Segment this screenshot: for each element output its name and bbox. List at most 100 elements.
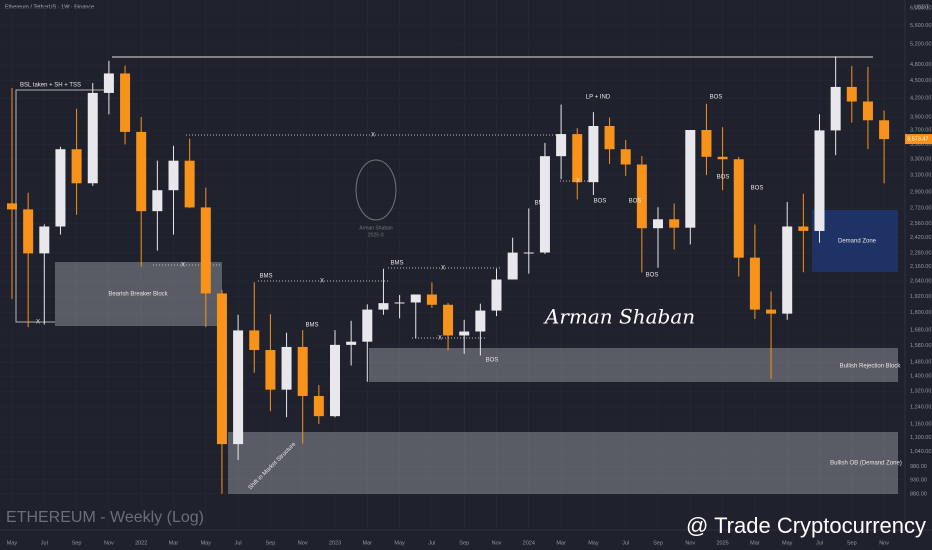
y-tick-label: 3,700.00 bbox=[910, 128, 931, 134]
x-tick-label: Jul bbox=[235, 540, 242, 546]
candle-body bbox=[297, 346, 308, 397]
annotation: BOS bbox=[646, 273, 659, 279]
x-tick-label: May bbox=[782, 540, 793, 546]
candle-body bbox=[782, 226, 793, 314]
candle-body bbox=[604, 125, 615, 150]
candle-body bbox=[588, 125, 599, 183]
last-price-box bbox=[905, 134, 932, 145]
y-tick-label: 3,100.00 bbox=[910, 173, 931, 179]
y-tick-label: 880.00 bbox=[910, 491, 927, 497]
y-tick-label: 3,900.00 bbox=[910, 114, 931, 120]
x-tick-label: Nov bbox=[492, 540, 502, 546]
candle-body bbox=[200, 207, 211, 294]
candle-body bbox=[733, 159, 744, 258]
x-tick-label: May bbox=[588, 540, 599, 546]
candle-body bbox=[168, 160, 179, 191]
x-tick-label: May bbox=[201, 540, 212, 546]
candle-body bbox=[410, 294, 421, 303]
y-tick-label: 1,240.00 bbox=[910, 404, 931, 410]
candle-body bbox=[491, 279, 502, 311]
y-tick-label: 1,580.00 bbox=[910, 343, 931, 349]
x-tick-label: Sep bbox=[459, 540, 469, 546]
candle-body bbox=[539, 156, 550, 253]
y-tick-label: 980.00 bbox=[910, 464, 927, 470]
candle-body bbox=[523, 252, 534, 254]
y-tick-label: 2,900.00 bbox=[910, 189, 931, 195]
y-tick-label: 2,720.00 bbox=[910, 206, 931, 212]
y-tick-label: 4,800.00 bbox=[910, 62, 931, 68]
annotation: Bearish Breaker Block bbox=[108, 292, 168, 298]
y-tick-label: 4,200.00 bbox=[910, 96, 931, 102]
y-tick-label: 2,420.00 bbox=[910, 235, 931, 241]
x-tick-label: Jul bbox=[428, 540, 435, 546]
y-tick-label: 1,040.00 bbox=[910, 449, 931, 455]
y-tick-label: 5,600.00 bbox=[910, 23, 931, 29]
bearish-breaker-zone bbox=[55, 262, 222, 326]
annotation: X bbox=[181, 263, 185, 269]
signature: Arman Shaban bbox=[543, 305, 695, 329]
x-tick-label: Mar bbox=[750, 540, 760, 546]
candle-body bbox=[830, 86, 841, 131]
y-tick-label: 1,100.00 bbox=[910, 435, 931, 441]
candle-body bbox=[120, 73, 131, 132]
x-tick-label: Jul bbox=[41, 540, 48, 546]
x-tick-label: 2025 bbox=[716, 540, 728, 546]
y-tick-label: 4,500.00 bbox=[910, 78, 931, 84]
x-tick-label: May bbox=[7, 540, 18, 546]
x-tick-label: Mar bbox=[169, 540, 179, 546]
candle-body bbox=[23, 209, 34, 254]
y-tick-label: 930.00 bbox=[910, 477, 927, 483]
rejection-zone bbox=[369, 348, 898, 382]
y-tick-label: 1,320.00 bbox=[910, 389, 931, 395]
y-tick-label: 3,300.00 bbox=[910, 157, 931, 163]
annotation: BOS bbox=[486, 358, 499, 364]
candle-body bbox=[556, 134, 567, 157]
y-tick-label: 2,160.00 bbox=[910, 264, 931, 270]
y-tick-label: 2,280.00 bbox=[910, 250, 931, 256]
annotation: X bbox=[36, 320, 40, 326]
x-tick-label: Mar bbox=[556, 540, 566, 546]
annotation: X bbox=[438, 336, 442, 342]
x-tick-label: Mar bbox=[363, 540, 373, 546]
x-tick-label: Sep bbox=[653, 540, 663, 546]
annotation: LP + IND bbox=[586, 95, 611, 101]
y-tick-label: 1,400.00 bbox=[910, 374, 931, 380]
x-tick-label: Nov bbox=[685, 540, 695, 546]
candle-body bbox=[685, 129, 696, 228]
candle-body bbox=[87, 92, 98, 184]
candle-body bbox=[766, 309, 777, 314]
candle-body bbox=[216, 293, 227, 445]
candle-body bbox=[717, 156, 728, 160]
candle-body bbox=[653, 219, 663, 229]
candle-body bbox=[103, 73, 114, 93]
candle-body bbox=[233, 330, 244, 445]
x-tick-label: Sep bbox=[847, 540, 857, 546]
candle-body bbox=[330, 344, 340, 417]
x-tick-label: Sep bbox=[266, 540, 276, 546]
annotation: BOS bbox=[629, 199, 642, 205]
candle-body bbox=[265, 350, 276, 390]
annotation: BMS bbox=[390, 261, 403, 267]
axis-unit: USDT bbox=[914, 4, 930, 10]
annotation: BOS bbox=[751, 186, 764, 192]
demand-zone bbox=[812, 210, 898, 272]
candle-body bbox=[636, 164, 647, 229]
chart-title: Ethereum / TetherUS · 1W · Binance bbox=[5, 4, 94, 10]
candle-body bbox=[507, 252, 518, 280]
x-tick-label: Nov bbox=[298, 540, 308, 546]
candle-body bbox=[879, 120, 890, 140]
y-tick-label: 1,480.00 bbox=[910, 360, 931, 366]
candle-body bbox=[846, 86, 857, 102]
candle-body bbox=[394, 302, 405, 304]
x-tick-label: Sep bbox=[72, 540, 82, 546]
candle-body bbox=[184, 160, 195, 208]
candle-body bbox=[281, 346, 292, 390]
candle-body bbox=[7, 203, 17, 210]
footer: @ Trade Cryptocurrency bbox=[686, 513, 926, 538]
logo-text: Arman Shaban bbox=[359, 225, 393, 231]
candle-body bbox=[71, 149, 82, 184]
candle-body bbox=[362, 309, 373, 342]
candle-body bbox=[475, 310, 486, 332]
